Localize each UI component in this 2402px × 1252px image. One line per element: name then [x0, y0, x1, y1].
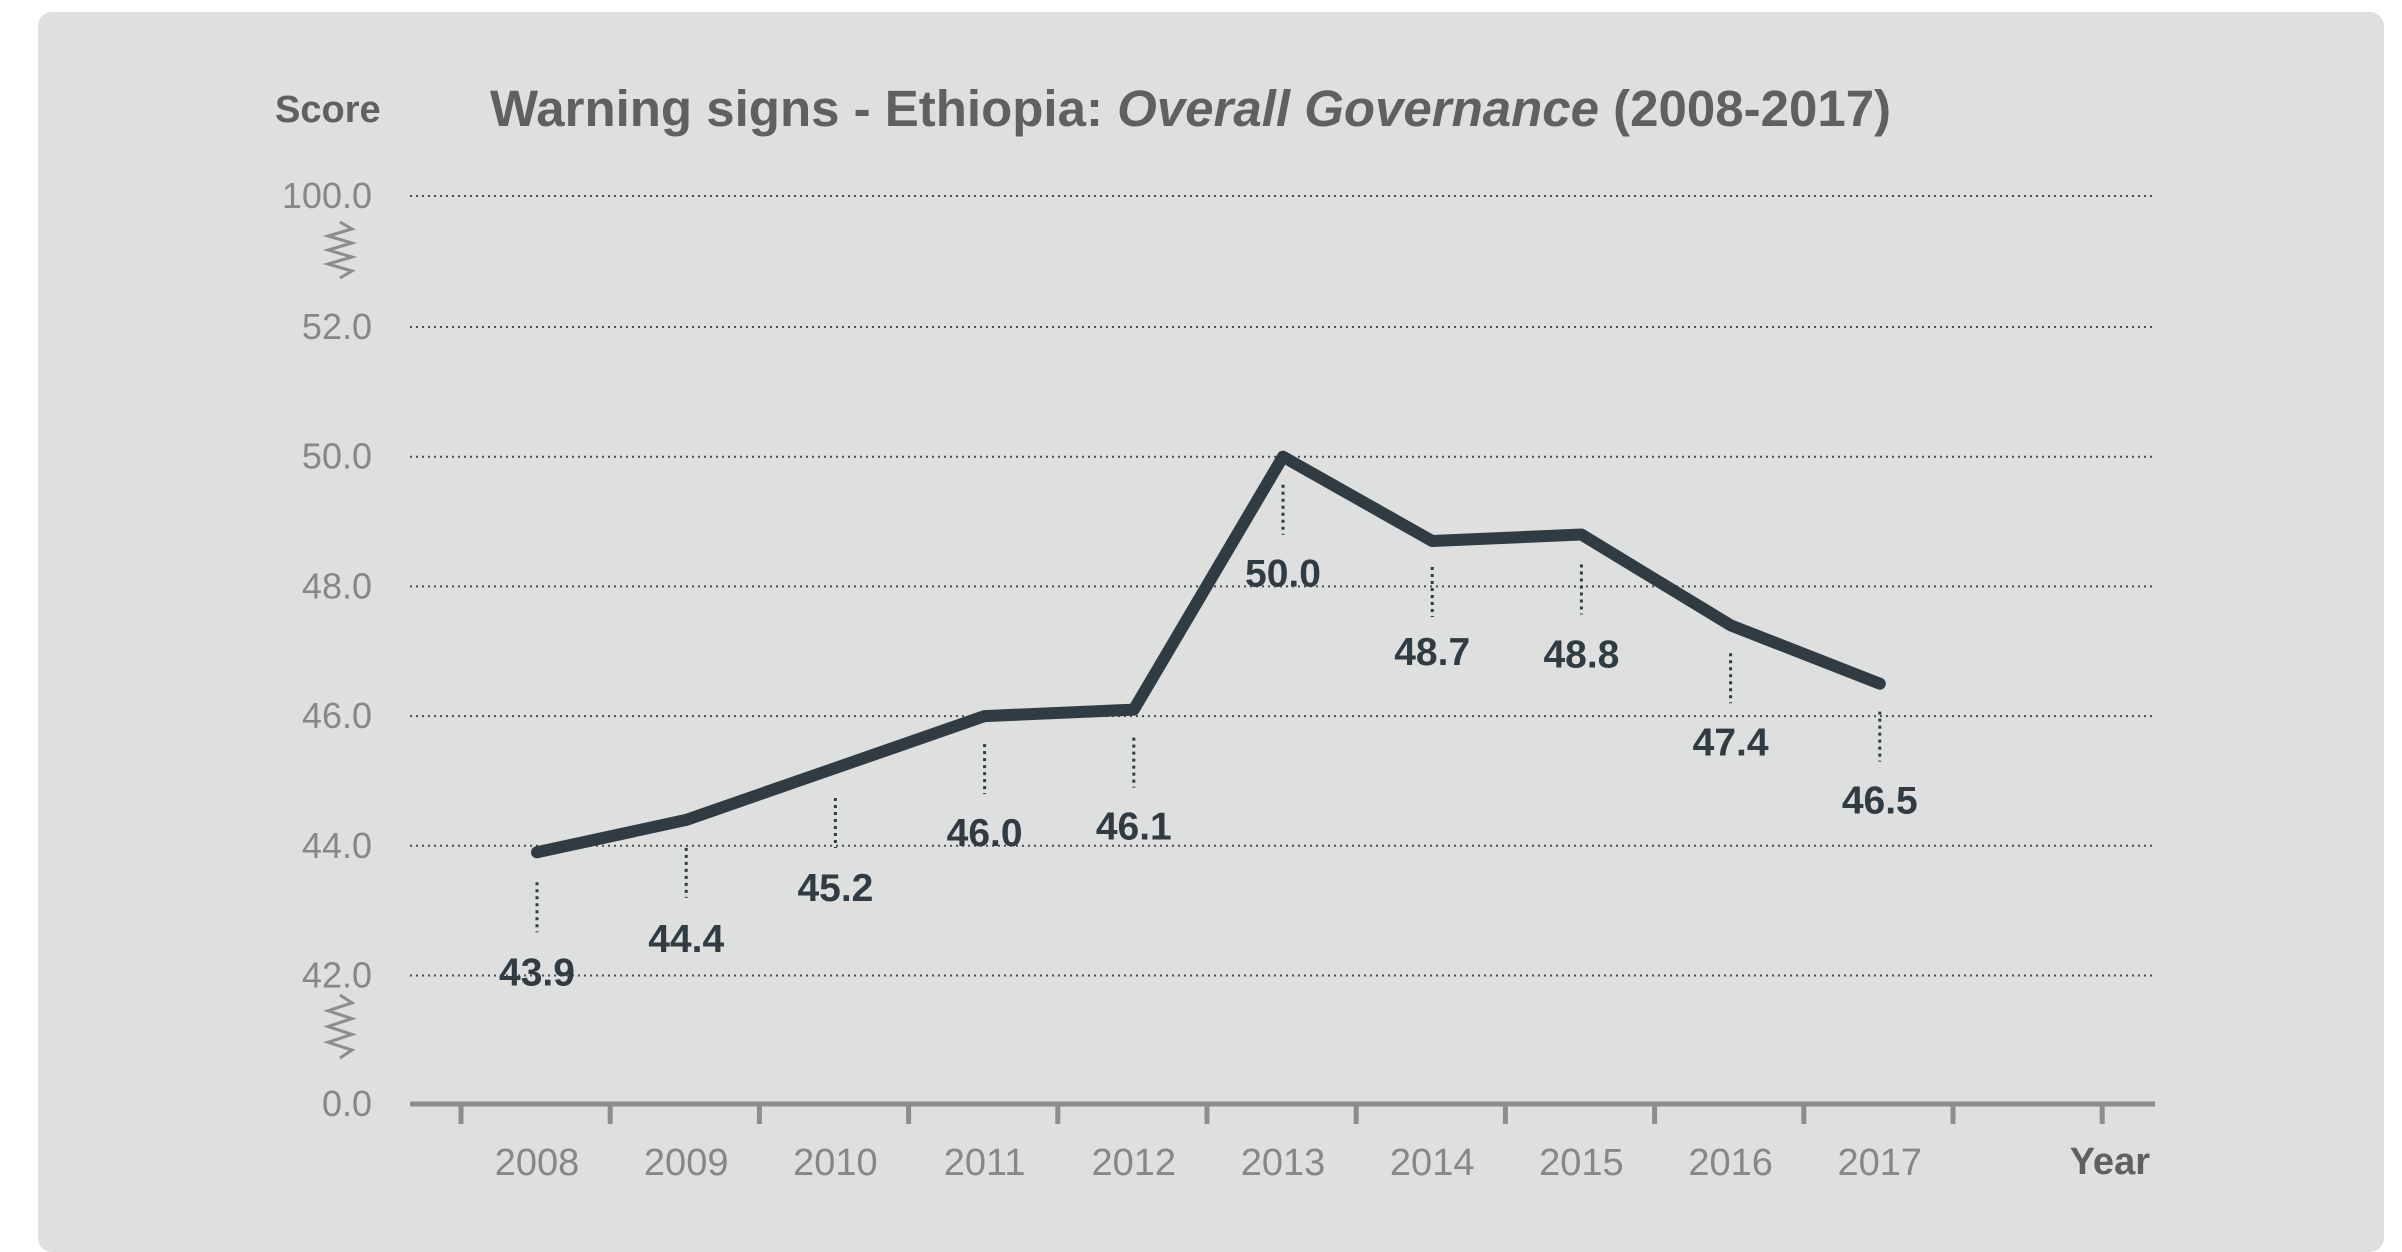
data-label: 45.2	[797, 867, 873, 910]
axis-break-marks	[322, 220, 358, 1060]
chart-title-italic: Overall Governance	[1117, 80, 1599, 137]
y-tick-label: 100.0	[282, 175, 372, 216]
y-tick-label: 46.0	[302, 695, 372, 736]
y-tick-label: 44.0	[302, 825, 372, 866]
chart-title-main: Warning signs - Ethiopia:	[490, 80, 1117, 137]
x-tick-label: 2010	[793, 1142, 878, 1184]
x-tick-label: 2008	[495, 1142, 580, 1184]
y-tick-label: 50.0	[302, 436, 372, 477]
axis-break-upper	[322, 220, 358, 280]
data-label: 50.0	[1245, 553, 1321, 596]
data-labels: 43.9 44.4 45.2 46.0 46.1 50.0 48.7 48.8 47.4 46.5	[499, 484, 1918, 994]
x-tick-label: 2012	[1092, 1142, 1177, 1184]
data-label: 43.9	[499, 951, 575, 994]
y-tick-label: 48.0	[302, 565, 372, 606]
data-label: 47.4	[1693, 721, 1769, 764]
data-label: 48.7	[1394, 631, 1470, 674]
x-tick-label: 2013	[1241, 1142, 1326, 1184]
data-label: 44.4	[648, 918, 724, 961]
data-label: 48.8	[1543, 634, 1619, 677]
x-tick-label: 2009	[644, 1142, 729, 1184]
series-line	[531, 450, 1886, 859]
y-tick-label: 42.0	[302, 955, 372, 996]
x-tick-label: 2011	[944, 1142, 1026, 1184]
y-axis-label: Score	[275, 89, 381, 131]
axis-break-lower	[323, 993, 357, 1060]
data-label: 46.5	[1842, 780, 1918, 823]
y-tick-label: 52.0	[302, 306, 372, 347]
x-tick-label: 2016	[1688, 1142, 1773, 1184]
x-axis-label: Year	[2070, 1141, 2151, 1183]
x-axis: 2008 2009 2010 2011 2012 2013 2014 2015 2016 2017	[410, 1101, 2155, 1184]
x-tick-label: 2014	[1390, 1142, 1475, 1184]
x-tick-label: 2015	[1539, 1142, 1624, 1184]
x-tick-label: 2017	[1838, 1142, 1923, 1184]
data-label: 46.1	[1096, 806, 1172, 849]
chart-title-suffix: (2008-2017)	[1599, 80, 1891, 137]
chart-title: Warning signs - Ethiopia: Overall Govern…	[490, 80, 1891, 137]
y-tick-label: 0.0	[322, 1083, 372, 1124]
chart-panel	[38, 12, 2384, 1252]
y-tick-labels: 0.0 42.0 44.0 46.0 48.0 50.0 52.0 100.0	[282, 175, 372, 1124]
data-label: 46.0	[947, 812, 1023, 855]
series-line-path	[531, 450, 1886, 859]
